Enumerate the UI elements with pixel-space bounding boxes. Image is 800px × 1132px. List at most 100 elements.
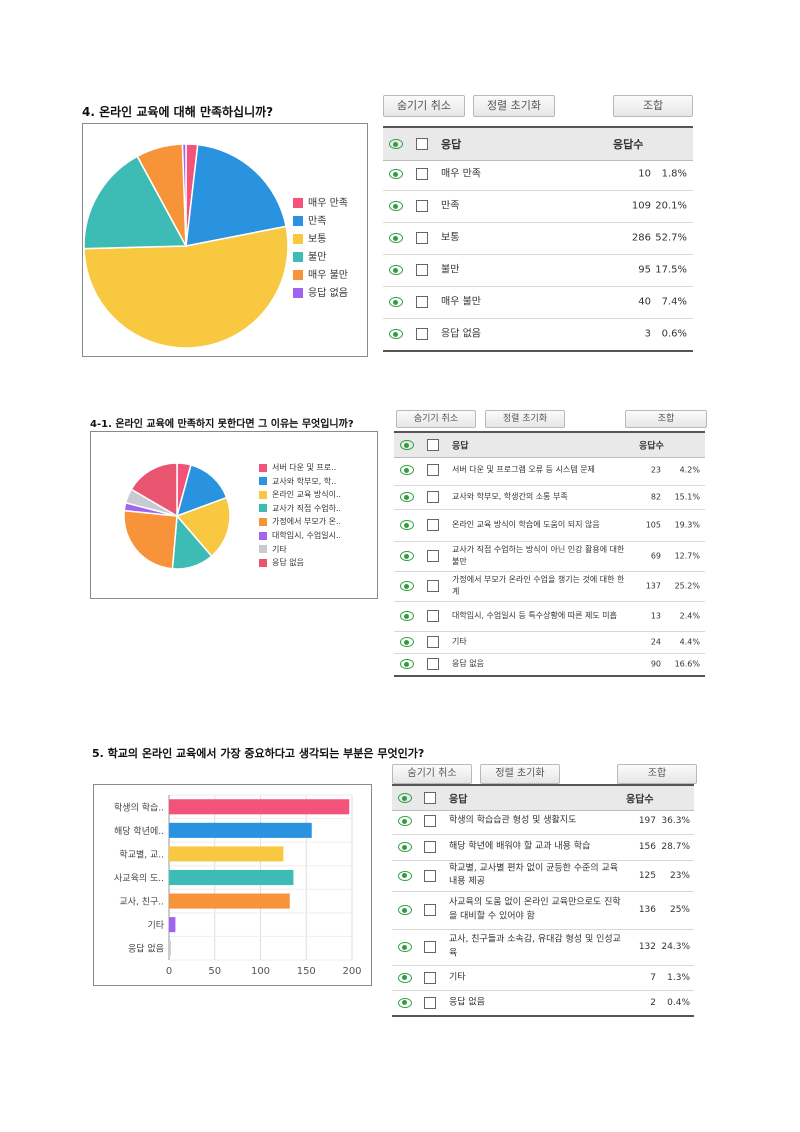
visibility-icon[interactable] <box>400 520 414 530</box>
legend-item[interactable]: 매우 불만 <box>293 266 348 281</box>
visibility-icon[interactable] <box>398 997 412 1008</box>
table-row[interactable]: 학생의 학습습관 형성 및 생활지도 197 36.3% <box>392 808 694 835</box>
visibility-icon[interactable] <box>398 793 412 803</box>
row-checkbox[interactable] <box>416 296 428 308</box>
hide-cancel-button[interactable]: 숨기기 취소 <box>392 764 472 784</box>
row-checkbox[interactable] <box>427 464 439 476</box>
legend-item[interactable]: 대학입시, 수업일시.. <box>259 530 341 541</box>
visibility-icon[interactable] <box>398 972 412 983</box>
visibility-icon[interactable] <box>389 169 403 179</box>
response-percent: 1.8% <box>661 168 687 180</box>
row-checkbox[interactable] <box>416 328 428 340</box>
visibility-icon[interactable] <box>398 905 412 915</box>
legend-item[interactable]: 서버 다운 및 프로.. <box>259 462 336 473</box>
row-checkbox[interactable] <box>427 610 439 622</box>
visibility-icon[interactable] <box>400 465 414 475</box>
table-row[interactable]: 매우 불만 40 7.4% <box>383 286 693 319</box>
table-row[interactable]: 교사, 친구들과 소속감, 유대감 형성 및 인성교육 132 24.3% <box>392 929 694 966</box>
row-checkbox[interactable] <box>427 658 439 670</box>
visibility-icon[interactable] <box>389 297 403 307</box>
row-checkbox[interactable] <box>424 996 436 1009</box>
table-row[interactable]: 응답 없음 3 0.6% <box>383 318 693 352</box>
visibility-icon[interactable] <box>400 659 414 669</box>
q5-title: 5. 학교의 온라인 교육에서 가장 중요하다고 생각되는 부분은 무엇인가? <box>92 747 425 760</box>
visibility-icon[interactable] <box>389 139 403 149</box>
y-category-label: 사교육의 도.. <box>114 873 164 884</box>
visibility-icon[interactable] <box>400 611 414 621</box>
table-row[interactable]: 교사가 직접 수업하는 방식이 아닌 인강 활용에 대한 불만 69 12.7% <box>394 541 705 572</box>
visibility-icon[interactable] <box>400 581 414 591</box>
row-checkbox[interactable] <box>416 232 428 244</box>
visibility-icon[interactable] <box>398 842 412 852</box>
select-all-checkbox[interactable] <box>424 792 436 804</box>
q41-slice <box>175 496 231 558</box>
table-row[interactable]: 교사와 학부모, 학생간의 소통 부족 82 15.1% <box>394 485 705 510</box>
response-label: 학교별, 교사별 편차 없이 균등한 수준의 교육 내용 제공 <box>449 863 619 887</box>
search-button[interactable]: 조합 <box>617 764 697 784</box>
table-row[interactable]: 응답 없음 90 16.6% <box>394 653 705 677</box>
legend-item[interactable]: 교사가 직접 수업하.. <box>259 503 341 514</box>
row-checkbox[interactable] <box>427 636 439 648</box>
row-checkbox[interactable] <box>424 904 436 916</box>
table-row[interactable]: 가정에서 부모가 온라인 수업을 챙기는 것에 대한 한계 137 25.2% <box>394 571 705 602</box>
row-checkbox[interactable] <box>427 491 439 503</box>
row-checkbox[interactable] <box>424 941 436 953</box>
legend-item[interactable]: 만족 <box>293 212 326 227</box>
legend-item[interactable]: 불만 <box>293 248 326 263</box>
legend-item[interactable]: 교사와 학부모, 학.. <box>259 476 336 487</box>
visibility-icon[interactable] <box>400 637 414 647</box>
visibility-icon[interactable] <box>400 440 414 450</box>
row-checkbox[interactable] <box>427 550 439 562</box>
legend-item[interactable]: 가정에서 부모가 온.. <box>259 516 341 527</box>
legend-item[interactable]: 응답 없음 <box>259 557 304 568</box>
select-all-checkbox[interactable] <box>427 439 439 451</box>
legend-item[interactable]: 매우 만족 <box>293 194 348 209</box>
visibility-icon[interactable] <box>398 816 412 826</box>
table-row[interactable]: 해당 학년에 배워야 할 교과 내용 학습 156 28.7% <box>392 834 694 861</box>
table-row[interactable]: 보통 286 52.7% <box>383 222 693 255</box>
row-checkbox[interactable] <box>424 841 436 853</box>
row-checkbox[interactable] <box>424 869 436 882</box>
response-label: 응답 없음 <box>441 328 481 340</box>
response-count: 156 <box>638 842 656 852</box>
row-checkbox[interactable] <box>416 264 428 276</box>
table-row[interactable]: 학교별, 교사별 편차 없이 균등한 수준의 교육 내용 제공 125 23% <box>392 860 694 892</box>
visibility-icon[interactable] <box>389 233 403 243</box>
table-row[interactable]: 만족 109 20.1% <box>383 190 693 223</box>
hide-cancel-button[interactable]: 숨기기 취소 <box>383 95 465 117</box>
table-row[interactable]: 온라인 교육 방식이 학습에 도움이 되지 않음 105 19.3% <box>394 509 705 542</box>
row-checkbox[interactable] <box>424 971 436 984</box>
legend-item[interactable]: 온라인 교육 방식이.. <box>259 489 341 500</box>
table-row[interactable]: 매우 만족 10 1.8% <box>383 158 693 191</box>
legend-item[interactable]: 응답 없음 <box>293 284 348 299</box>
legend-swatch <box>293 288 303 298</box>
row-checkbox[interactable] <box>416 200 428 212</box>
legend-item[interactable]: 기타 <box>259 544 287 555</box>
search-button[interactable]: 조합 <box>625 410 707 428</box>
visibility-icon[interactable] <box>398 870 412 881</box>
visibility-icon[interactable] <box>398 942 412 952</box>
table-row[interactable]: 기타 24 4.4% <box>394 631 705 654</box>
reset-sort-button[interactable]: 정렬 초기화 <box>473 95 555 117</box>
hide-cancel-button[interactable]: 숨기기 취소 <box>396 410 476 428</box>
row-checkbox[interactable] <box>427 519 439 531</box>
reset-sort-button[interactable]: 정렬 초기화 <box>480 764 560 784</box>
reset-sort-button[interactable]: 정렬 초기화 <box>485 410 565 428</box>
visibility-icon[interactable] <box>389 265 403 275</box>
table-row[interactable]: 불만 95 17.5% <box>383 254 693 287</box>
table-row[interactable]: 응답 없음 2 0.4% <box>392 990 694 1017</box>
select-all-checkbox[interactable] <box>416 138 428 150</box>
visibility-icon[interactable] <box>389 329 403 339</box>
row-checkbox[interactable] <box>427 580 439 592</box>
legend-item[interactable]: 보통 <box>293 230 326 245</box>
visibility-icon[interactable] <box>400 492 414 502</box>
row-checkbox[interactable] <box>424 815 436 827</box>
search-button[interactable]: 조합 <box>613 95 693 117</box>
visibility-icon[interactable] <box>389 201 403 211</box>
table-row[interactable]: 서버 다운 및 프로그램 오류 등 시스템 문제 23 4.2% <box>394 455 705 486</box>
table-row[interactable]: 기타 7 1.3% <box>392 965 694 991</box>
table-row[interactable]: 대학입시, 수업일시 등 특수상황에 따른 제도 미흡 13 2.4% <box>394 601 705 632</box>
row-checkbox[interactable] <box>416 168 428 180</box>
table-row[interactable]: 사교육의 도움 없이 온라인 교육만으로도 진학을 대비할 수 있어야 함 136… <box>392 891 694 930</box>
visibility-icon[interactable] <box>400 551 414 561</box>
